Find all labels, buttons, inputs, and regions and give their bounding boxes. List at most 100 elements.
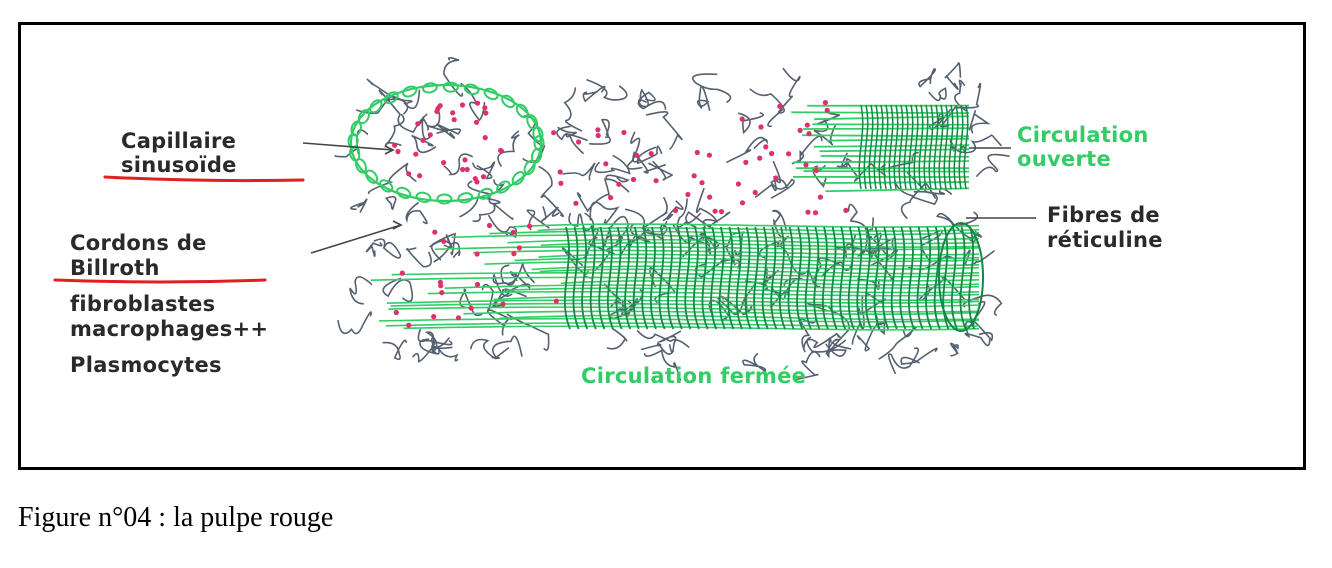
closed-circulation-vessel xyxy=(370,222,984,332)
label-fibroblastes: fibroblastes xyxy=(70,292,216,316)
reticulin-fiber xyxy=(640,341,675,355)
reticulin-fiber xyxy=(385,195,397,211)
endothelial-cell xyxy=(523,159,536,176)
reticulin-fiber xyxy=(443,57,464,97)
reticulin-fiber xyxy=(589,118,611,145)
reticulin-fiber xyxy=(605,174,630,193)
endothelial-cell xyxy=(379,179,394,193)
reticulin-fiber xyxy=(541,206,560,222)
endothelial-cell xyxy=(457,192,474,204)
closed-vessel-hatch xyxy=(658,226,666,330)
red-blood-cell xyxy=(777,103,783,109)
endothelial-cell xyxy=(477,187,493,200)
red-blood-cell xyxy=(739,116,745,122)
reticulin-fiber xyxy=(968,110,991,134)
closed-vessel-wall-line xyxy=(537,227,980,232)
closed-vessel-hatch xyxy=(787,226,795,330)
red-blood-cell xyxy=(672,207,679,214)
closed-vessel-wall-line xyxy=(484,261,980,267)
closed-vessel-hatch xyxy=(813,226,821,330)
red-blood-cell xyxy=(431,314,437,320)
red-blood-cell xyxy=(812,210,819,216)
diagram-frame: Capillaire sinusoïde Cordons de Billroth… xyxy=(18,22,1306,470)
red-blood-cell xyxy=(441,160,447,166)
pointer-lines xyxy=(302,142,1036,254)
closed-vessel-hatch xyxy=(778,226,786,330)
closed-vessel-hatch xyxy=(925,226,933,330)
red-blood-cell xyxy=(773,175,779,181)
reticulin-fiber xyxy=(691,73,732,103)
closed-vessel-wall-line xyxy=(505,287,980,294)
reticulin-fiber xyxy=(459,192,501,218)
endothelial-cell xyxy=(496,180,511,194)
endothelial-cell xyxy=(396,186,412,200)
red-blood-cell xyxy=(813,167,819,173)
red-blood-cell xyxy=(769,150,775,157)
closed-vessel-hatch xyxy=(882,226,890,330)
reticulin-fiber xyxy=(556,125,584,154)
reticulin-fiber xyxy=(964,320,991,347)
closed-vessel-hatch xyxy=(598,226,606,330)
reticulin-fiber xyxy=(737,112,765,135)
reticulin-fiber xyxy=(526,209,550,231)
reticulin-fiber xyxy=(472,161,496,180)
red-blood-cell xyxy=(455,315,462,321)
reticulin-fiber xyxy=(685,211,731,229)
red-blood-cell xyxy=(763,144,769,150)
red-blood-cell xyxy=(435,106,441,112)
closed-vessel-end xyxy=(938,222,984,332)
closed-vessel-wall-line xyxy=(507,238,980,245)
red-blood-cell xyxy=(516,245,522,251)
red-blood-cell xyxy=(468,305,474,311)
red-blood-cell xyxy=(482,105,488,111)
red-blood-cell xyxy=(486,222,493,229)
red-blood-cell xyxy=(473,119,480,125)
reticulin-fiber xyxy=(436,123,462,139)
red-blood-cell xyxy=(735,181,742,187)
open-vessel-hatch xyxy=(953,104,959,190)
red-blood-cell xyxy=(399,270,405,276)
endothelial-cell xyxy=(532,126,544,143)
red-blood-cell xyxy=(474,251,480,257)
closed-vessel-hatch xyxy=(873,226,881,330)
red-blood-cell xyxy=(395,148,401,155)
reticulin-fiber xyxy=(538,165,565,217)
red-blood-cell xyxy=(718,209,725,215)
red-blood-cell xyxy=(707,194,713,200)
reticulin-fiber xyxy=(576,178,610,213)
open-vessel-hatch xyxy=(858,104,864,190)
endothelial-cell xyxy=(442,81,459,93)
open-vessel-hatch xyxy=(948,104,954,190)
closed-vessel-hatch xyxy=(804,226,812,330)
reticulin-fiber xyxy=(696,85,711,111)
reticulin-fiber xyxy=(900,347,938,365)
reticulin-fiber xyxy=(349,198,368,213)
closed-vessel-hatch xyxy=(589,226,597,330)
pointer-cordons xyxy=(310,224,402,254)
red-blood-cell xyxy=(706,152,713,158)
reticulin-fiber xyxy=(472,202,514,223)
red-blood-cell xyxy=(573,200,579,206)
closed-vessel-hatch xyxy=(641,226,649,330)
endothelial-cell xyxy=(350,120,362,137)
closed-vessel-hatch xyxy=(968,226,976,330)
red-blood-cell xyxy=(630,176,637,183)
label-circulation-ouverte-1: Circulation xyxy=(1017,123,1149,147)
endothelial-cell xyxy=(421,82,438,94)
red-blood-cell xyxy=(712,208,718,214)
reticulin-fiber xyxy=(928,87,947,102)
red-blood-cell xyxy=(804,122,810,128)
open-vessel-hatch xyxy=(923,104,929,190)
reticulin-fiber xyxy=(754,160,782,198)
label-circulation-ouverte-2: ouverte xyxy=(1017,147,1112,171)
red-blood-cell xyxy=(464,166,470,173)
open-vessel-hatch xyxy=(893,104,899,190)
reticulin-fiber xyxy=(500,262,535,285)
closed-vessel-hatch xyxy=(796,226,804,330)
red-blood-cell xyxy=(417,173,423,179)
reticulin-fiber xyxy=(847,203,868,234)
reticulin-fiber xyxy=(643,349,682,381)
label-plasmocytes: Plasmocytes xyxy=(70,353,222,377)
red-blood-cell xyxy=(743,159,749,165)
reticulin-fiber xyxy=(589,201,620,225)
